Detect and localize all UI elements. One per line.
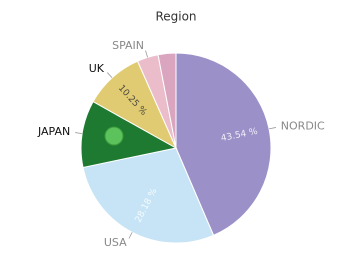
pie-slice — [175, 52, 272, 236]
leader-line — [268, 127, 276, 130]
category-label: NORDIC — [281, 119, 325, 132]
category-label: SPAIN — [112, 39, 144, 52]
cursor-marker — [104, 126, 124, 146]
leader-line — [145, 50, 148, 58]
category-label: JAPAN — [37, 125, 70, 138]
pie-slice — [157, 52, 177, 149]
leader-line — [128, 232, 133, 239]
pie-slice — [82, 147, 215, 244]
leader-line — [107, 72, 113, 79]
category-label: UK — [89, 62, 105, 75]
leader-line — [75, 132, 83, 135]
chart-title: Region — [155, 10, 196, 24]
pie-slice — [80, 100, 178, 169]
category-label: USA — [104, 236, 127, 249]
